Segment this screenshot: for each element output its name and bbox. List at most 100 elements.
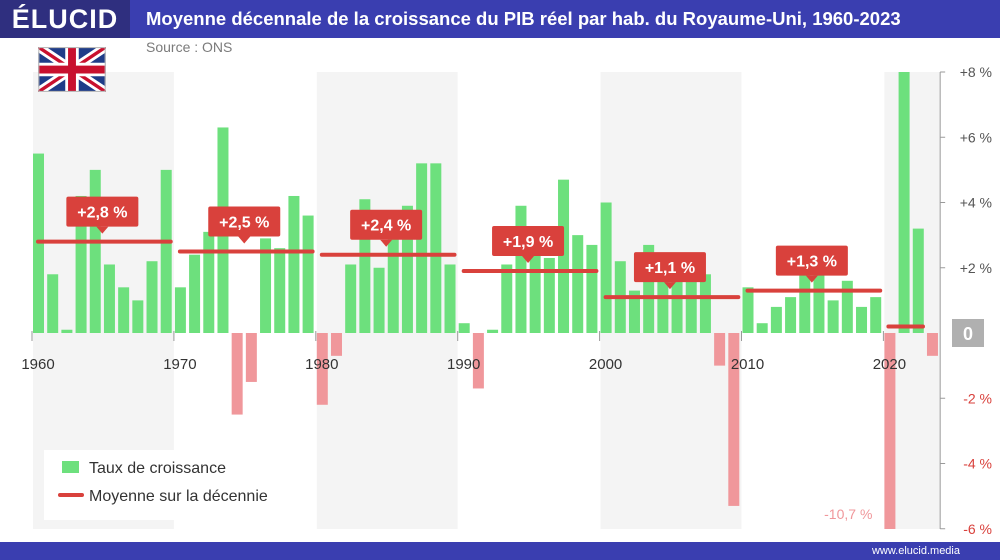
bar-1979 bbox=[302, 215, 314, 333]
bar-1965 bbox=[103, 264, 115, 333]
bar-1969 bbox=[160, 169, 172, 333]
bar-2022 bbox=[912, 228, 924, 333]
legend-label-1: Moyenne sur la décennie bbox=[89, 488, 268, 505]
bar-2002 bbox=[628, 290, 640, 333]
bar-1989 bbox=[444, 264, 456, 333]
bar-2016 bbox=[827, 300, 839, 333]
bar-1988 bbox=[430, 163, 442, 333]
bar-1974 bbox=[231, 333, 243, 415]
bar-1978 bbox=[288, 195, 300, 333]
average-label-1990: +1,9 % bbox=[503, 234, 553, 251]
bar-1992 bbox=[487, 329, 499, 333]
footer-bar: www.elucid.media bbox=[0, 542, 1000, 560]
average-label-box-1960 bbox=[66, 196, 139, 227]
legend-box bbox=[44, 450, 304, 520]
bar-2010 bbox=[742, 287, 754, 333]
bar-2020 bbox=[884, 333, 896, 529]
bar-2017 bbox=[841, 280, 853, 333]
bar-2021 bbox=[898, 72, 910, 333]
y-tick-label-6: +6 % bbox=[960, 129, 992, 145]
average-label-box-2010 bbox=[775, 245, 848, 276]
bar-1972 bbox=[203, 231, 215, 333]
bar-1997 bbox=[558, 179, 570, 333]
bar-1976 bbox=[260, 238, 272, 333]
y-tick-label-4: +4 % bbox=[960, 195, 992, 211]
bar-1975 bbox=[245, 333, 257, 382]
bar-1961 bbox=[47, 274, 59, 333]
average-label-2000: +1,1 % bbox=[645, 260, 695, 277]
bar-1983 bbox=[359, 199, 371, 333]
brand-logo: ÉLUCID bbox=[0, 0, 130, 38]
bar-1987 bbox=[416, 163, 428, 333]
y-tick-label--4: -4 % bbox=[963, 456, 992, 472]
average-label-1960: +2,8 % bbox=[77, 205, 127, 222]
average-label-box-1980 bbox=[350, 209, 423, 240]
uk-flag-icon bbox=[38, 47, 106, 92]
bar-1971 bbox=[189, 254, 201, 333]
x-tick-label-2020: 2020 bbox=[873, 356, 906, 373]
bar-1970 bbox=[174, 287, 186, 333]
bar-1968 bbox=[146, 261, 158, 333]
average-label-pointer-1980 bbox=[380, 239, 393, 247]
x-tick-label-1990: 1990 bbox=[447, 356, 480, 373]
bar-1967 bbox=[132, 300, 144, 333]
average-label-1970: +2,5 % bbox=[219, 214, 269, 231]
average-label-pointer-1970 bbox=[238, 236, 251, 244]
y-tick-label-0: 0 bbox=[963, 324, 973, 344]
average-label-2010: +1,3 % bbox=[787, 254, 837, 271]
bar-2005 bbox=[671, 267, 683, 333]
annotation-min-value: -10,7 % bbox=[824, 506, 872, 522]
y-tick-label--2: -2 % bbox=[963, 390, 992, 406]
bar-1995 bbox=[529, 254, 541, 333]
bar-2009 bbox=[728, 333, 740, 506]
average-label-box-2000 bbox=[633, 252, 706, 283]
average-label-pointer-2010 bbox=[805, 275, 818, 283]
footer-url: www.elucid.media bbox=[871, 545, 960, 557]
bar-1986 bbox=[401, 205, 413, 333]
x-tick-label-1980: 1980 bbox=[305, 356, 338, 373]
bar-2018 bbox=[856, 306, 868, 333]
bar-1963 bbox=[75, 195, 87, 333]
average-label-box-1970 bbox=[208, 206, 281, 237]
x-tick-label-2010: 2010 bbox=[731, 356, 764, 373]
bar-2023 bbox=[926, 333, 938, 356]
bar-2012 bbox=[770, 306, 782, 333]
y-tick-label-8: +8 % bbox=[960, 64, 992, 80]
chart-source: Source : ONS bbox=[146, 39, 233, 55]
legend-label-0: Taux de croissance bbox=[89, 460, 226, 477]
y-tick-label--6: -6 % bbox=[963, 521, 992, 537]
bar-1990 bbox=[458, 323, 470, 333]
bar-1980 bbox=[316, 333, 328, 405]
bar-1966 bbox=[118, 287, 130, 333]
average-label-pointer-1960 bbox=[96, 226, 109, 234]
bar-1962 bbox=[61, 329, 73, 333]
bar-1993 bbox=[501, 264, 513, 333]
bar-1982 bbox=[345, 264, 357, 333]
legend-swatch-bars bbox=[62, 461, 79, 473]
bar-2015 bbox=[813, 274, 825, 333]
bar-2011 bbox=[756, 323, 768, 333]
average-label-1980: +2,4 % bbox=[361, 218, 411, 235]
bar-1964 bbox=[89, 169, 101, 333]
bar-2000 bbox=[600, 202, 612, 333]
chart-title: Moyenne décennale de la croissance du PI… bbox=[146, 8, 901, 29]
bar-1981 bbox=[330, 333, 342, 356]
bar-2007 bbox=[699, 274, 711, 333]
average-label-pointer-1990 bbox=[522, 256, 535, 264]
x-tick-label-2000: 2000 bbox=[589, 356, 622, 373]
bar-1984 bbox=[373, 267, 385, 333]
bar-1977 bbox=[274, 248, 286, 333]
bar-1999 bbox=[586, 244, 598, 333]
x-tick-label-1960: 1960 bbox=[21, 356, 54, 373]
bar-2019 bbox=[870, 297, 882, 333]
average-label-box-1990 bbox=[492, 226, 565, 257]
header-bar: ÉLUCID Moyenne décennale de la croissanc… bbox=[0, 0, 1000, 38]
y-tick-label-2: +2 % bbox=[960, 260, 992, 276]
bar-1998 bbox=[572, 235, 584, 333]
y-zero-box bbox=[952, 319, 984, 347]
x-tick-label-1970: 1970 bbox=[163, 356, 196, 373]
bar-2006 bbox=[685, 271, 697, 333]
bar-2003 bbox=[643, 244, 655, 333]
